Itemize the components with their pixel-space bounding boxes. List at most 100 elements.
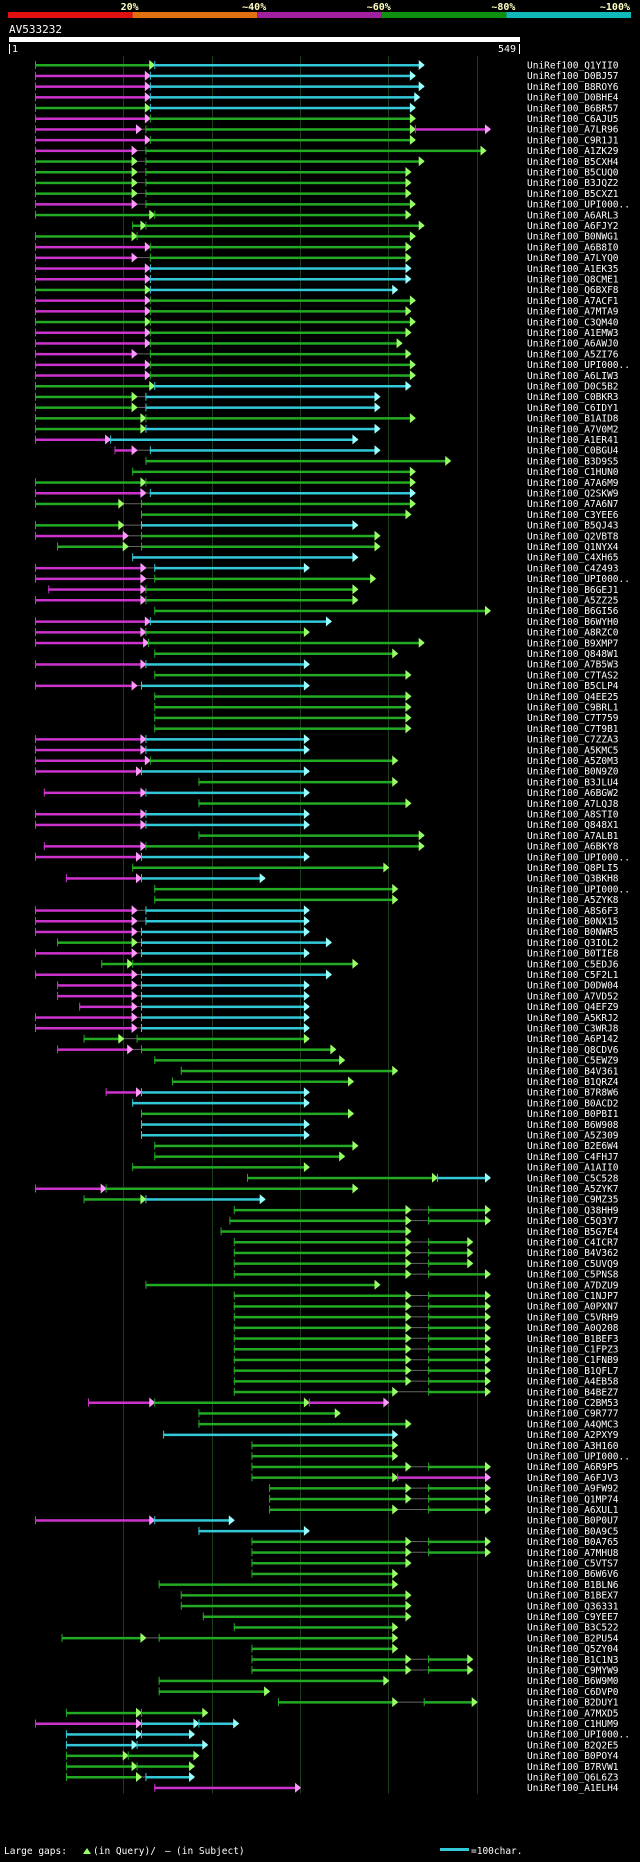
- alignment-segment: [145, 417, 415, 420]
- hit-row: [198, 1525, 310, 1536]
- segment-arrowhead: [467, 1237, 474, 1247]
- hit-label: UniRef100_A7DZU9: [527, 1280, 619, 1291]
- alignment-segment: [229, 1219, 411, 1223]
- hit-row: [233, 1237, 474, 1247]
- hit-label: UniRef100_A1EK35: [527, 264, 619, 275]
- segment-arrowhead: [131, 680, 138, 691]
- alignment-segment: [154, 673, 411, 677]
- hit-row: [35, 370, 416, 381]
- alignment-segment: [154, 577, 376, 581]
- hit-row: [132, 1097, 310, 1108]
- hit-label: UniRef100_A5ZI76: [527, 349, 619, 360]
- alignment-segment: [35, 481, 146, 484]
- hit-label: UniRef100_UPI000..: [527, 1452, 630, 1463]
- hit-label: UniRef100_A6XUL1: [527, 1505, 619, 1516]
- hit-label: UniRef100_Q8CME1: [527, 275, 619, 286]
- alignment-segment: [233, 1626, 398, 1629]
- hit-row: [202, 1611, 412, 1622]
- hit-row: [35, 316, 416, 327]
- segment-arrowhead: [467, 1665, 474, 1675]
- hit-row: [35, 659, 310, 670]
- alignment-segment: [149, 299, 415, 302]
- alignment-segment: [132, 1101, 309, 1105]
- alignment-segment: [141, 1711, 208, 1715]
- segment-arrowhead: [325, 616, 332, 627]
- segment-arrowhead: [131, 916, 138, 926]
- alignment-segment: [35, 385, 155, 388]
- alignment-segment: [35, 85, 150, 88]
- alignment-segment: [149, 256, 411, 260]
- hit-row: [35, 167, 412, 177]
- segment-arrowhead: [144, 113, 151, 124]
- hit-label: UniRef100_B0TIE8: [527, 949, 619, 960]
- alignment-segment: [132, 556, 358, 559]
- alignment-segment: [141, 855, 309, 859]
- hit-row: [35, 1183, 359, 1194]
- alignment-segment: [141, 524, 358, 527]
- alignment-segment: [198, 1412, 340, 1415]
- alignment-segment: [198, 802, 411, 805]
- segment-arrowhead: [484, 1215, 491, 1226]
- segment-arrowhead: [325, 937, 332, 948]
- segment-arrowhead: [131, 391, 138, 402]
- alignment-segment: [65, 1743, 137, 1747]
- hit-row: [35, 744, 310, 755]
- segment-arrowhead: [131, 980, 138, 991]
- segment-arrowhead: [303, 1001, 310, 1012]
- hit-row: [154, 883, 399, 894]
- alignment-segment: [65, 1776, 142, 1779]
- segment-arrowhead: [144, 295, 151, 306]
- alignment-segment: [35, 738, 146, 741]
- segment-arrowhead: [303, 744, 310, 755]
- segment-arrowhead: [140, 477, 147, 488]
- alignment-segment: [428, 1262, 473, 1265]
- alignment-segment: [141, 1722, 199, 1725]
- alignment-segment: [132, 224, 146, 227]
- alignment-segment: [154, 1059, 345, 1062]
- hit-label: UniRef100_B0NX15: [527, 917, 619, 928]
- segment-arrowhead: [303, 916, 310, 926]
- alignment-segment: [141, 994, 309, 998]
- hit-row: [251, 1472, 491, 1483]
- hit-row: [154, 605, 491, 616]
- alignment-segment: [145, 160, 424, 163]
- alignment-segment: [428, 1294, 490, 1297]
- alignment-segment: [428, 1487, 490, 1490]
- alignment-segment: [35, 1519, 155, 1522]
- segment-arrowhead: [409, 124, 416, 135]
- hit-row: [251, 1558, 412, 1568]
- segment-arrowhead: [144, 241, 151, 252]
- hit-label: UniRef100_A6FJV3: [527, 1473, 619, 1484]
- hit-label: UniRef100_C1NJP7: [527, 1291, 619, 1302]
- segment-arrowhead: [303, 659, 310, 670]
- identity-tick-label: ~60%: [367, 2, 391, 13]
- segment-arrowhead: [259, 873, 266, 884]
- alignment-segment: [233, 1337, 411, 1340]
- alignment-segment: [48, 588, 146, 591]
- alignment-segment: [428, 1669, 473, 1672]
- segment-arrowhead: [140, 659, 147, 670]
- segment-arrowhead: [144, 370, 151, 381]
- hit-row: [35, 274, 412, 284]
- segment-arrowhead: [303, 948, 310, 959]
- hit-row: [35, 413, 416, 424]
- hit-label: UniRef100_A9FW92: [527, 1484, 619, 1495]
- segment-arrowhead: [467, 1258, 474, 1269]
- alignment-segment: [35, 374, 150, 377]
- segment-arrowhead: [405, 1547, 412, 1558]
- alignment-segment: [35, 770, 142, 773]
- hit-label: UniRef100_D0BJ57: [527, 71, 619, 82]
- alignment-segment: [145, 791, 309, 795]
- hit-label: UniRef100_A7B5W3: [527, 660, 619, 671]
- hit-label: UniRef100_A7LQJ8: [527, 799, 619, 810]
- alignment-segment: [145, 459, 451, 463]
- hit-row: [35, 755, 399, 766]
- alignment-segment: [428, 1348, 490, 1351]
- alignment-segment: [154, 652, 398, 655]
- hit-label: UniRef100_B6WYH0: [527, 617, 619, 628]
- alignment-segment: [148, 641, 424, 645]
- segment-arrowhead: [370, 573, 377, 584]
- hit-label: UniRef100_Q5ZY04: [527, 1644, 619, 1655]
- segment-arrowhead: [405, 177, 412, 188]
- alignment-segment: [428, 1273, 490, 1276]
